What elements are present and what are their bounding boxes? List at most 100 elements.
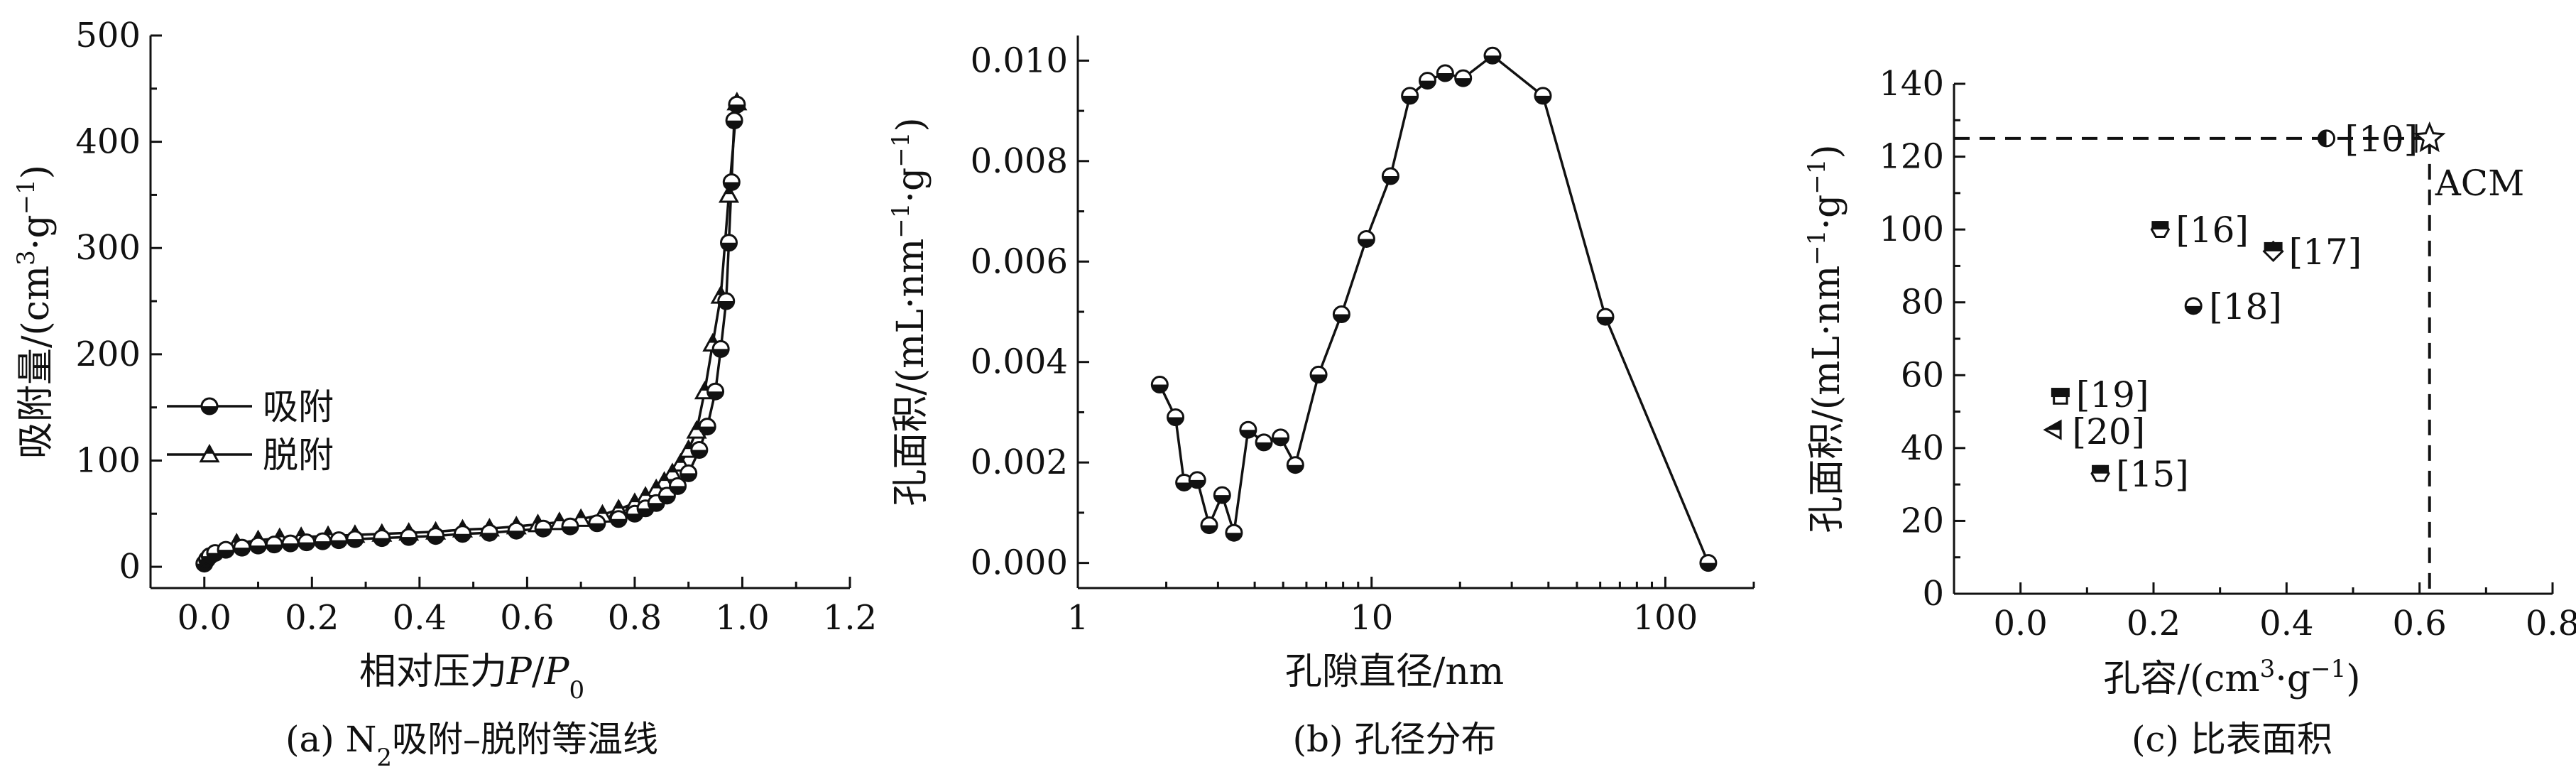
a-adsorption-point bbox=[298, 533, 316, 552]
a-adsorption-point bbox=[728, 95, 746, 114]
b-y-axis-label: 孔面积/(mL·nm−1·g−1) bbox=[887, 117, 932, 506]
c-point-19-fill bbox=[2051, 388, 2070, 398]
a-adsorption-point-fill bbox=[626, 513, 643, 522]
a-desorption-point-fill bbox=[709, 335, 717, 343]
a-legend-marker-desorption-fill bbox=[205, 446, 214, 454]
b-y-tick-label: 0.002 bbox=[971, 442, 1068, 482]
a-adsorption-point-fill bbox=[427, 535, 444, 544]
a-desorption-point-fill bbox=[701, 383, 709, 391]
a-desorption-point-fill bbox=[555, 513, 564, 522]
b-data-point-fill bbox=[1598, 317, 1614, 325]
a-adsorption-point bbox=[690, 441, 709, 459]
a-y-tick-label: 300 bbox=[75, 228, 141, 268]
a-y-tick-label: 100 bbox=[75, 440, 141, 480]
c-y-axis-label: 孔面积/(mL·nm−1·g−1) bbox=[1803, 144, 1848, 533]
b-data-point bbox=[1357, 229, 1375, 248]
b-data-point bbox=[1255, 433, 1273, 452]
a-y-tick-label: 400 bbox=[75, 122, 141, 162]
a-adsorption-point-fill bbox=[638, 508, 654, 516]
b-data-point bbox=[1454, 69, 1473, 87]
a-adsorption-point bbox=[711, 339, 730, 358]
a-adsorption-point bbox=[669, 477, 687, 495]
b-data-point bbox=[1188, 471, 1206, 489]
c-point-15-label: [15] bbox=[2116, 454, 2189, 495]
a-adsorption-point-fill bbox=[648, 503, 665, 511]
a-adsorption-point-fill bbox=[611, 518, 627, 527]
c-y-tick-label: 0 bbox=[1922, 574, 1944, 614]
a-adsorption-point-fill bbox=[726, 120, 743, 129]
c-point-17-label: [17] bbox=[2289, 232, 2362, 273]
b-data-point-fill bbox=[1382, 176, 1399, 185]
b-x-tick-label: 100 bbox=[1633, 598, 1698, 638]
b-data-point-fill bbox=[1272, 437, 1289, 445]
a-adsorption-point-fill bbox=[589, 523, 605, 531]
a-adsorption-point-fill bbox=[721, 242, 737, 251]
b-data-point-fill bbox=[1402, 95, 1418, 104]
b-y-tick-label: 0.006 bbox=[971, 241, 1068, 281]
c-x-axis-label: 孔容/(cm3·g−1) bbox=[2103, 655, 2360, 700]
b-data-point-fill bbox=[1287, 464, 1304, 473]
a-legend-marker-adsorption-fill bbox=[202, 406, 217, 414]
a-desorption-point-fill bbox=[577, 510, 585, 518]
a-adsorption-point bbox=[720, 234, 738, 252]
a-adsorption-point-fill bbox=[331, 540, 347, 548]
a-adsorption-point-fill bbox=[218, 550, 234, 558]
a-desorption-point-fill bbox=[660, 473, 668, 482]
b-data-point bbox=[1286, 456, 1304, 474]
a-adsorption-point-fill bbox=[234, 548, 250, 556]
a-adsorption-point-fill bbox=[346, 539, 363, 548]
a-x-tick-label: 1.0 bbox=[715, 598, 769, 638]
a-adsorption-point-fill bbox=[315, 541, 331, 550]
b-data-point-fill bbox=[1437, 73, 1453, 82]
a-adsorption-point bbox=[588, 514, 606, 533]
a-adsorption-point-fill bbox=[707, 391, 724, 400]
c-point-ACM-label: ACM bbox=[2435, 163, 2525, 204]
a-adsorption-point bbox=[657, 486, 676, 505]
b-data-point bbox=[1381, 167, 1399, 185]
a-adsorption-point-fill bbox=[680, 473, 697, 482]
a-adsorption-point-fill bbox=[562, 526, 578, 535]
a-adsorption-point bbox=[722, 173, 741, 191]
a-adsorption-point-fill bbox=[250, 545, 266, 554]
a-adsorption-point bbox=[698, 418, 716, 436]
a-x-tick-label: 1.2 bbox=[823, 598, 877, 638]
a-legend-label-adsorption: 吸附 bbox=[263, 386, 334, 428]
a-x-tick-label: 0.6 bbox=[500, 598, 554, 638]
b-data-point-fill bbox=[1485, 55, 1501, 64]
c-y-tick-label: 80 bbox=[1901, 283, 1944, 322]
a-legend-label-desorption: 脱附 bbox=[263, 435, 334, 476]
c-y-tick-label: 40 bbox=[1901, 428, 1944, 468]
b-data-point-fill bbox=[1455, 78, 1471, 87]
a-x-tick-label: 0.4 bbox=[393, 598, 447, 638]
a-desorption-point-fill bbox=[684, 441, 693, 450]
b-data-point-fill bbox=[1333, 314, 1350, 322]
a-desorption-point-fill bbox=[275, 529, 284, 538]
a-adsorption-point bbox=[534, 519, 552, 538]
b-data-point bbox=[1436, 64, 1454, 82]
b-data-point bbox=[1239, 420, 1257, 439]
c-x-tick-label: 0.4 bbox=[2259, 604, 2313, 643]
c-y-tick-label: 140 bbox=[1879, 64, 1944, 104]
a-adsorption-point bbox=[265, 535, 283, 554]
b-data-point-fill bbox=[1152, 384, 1168, 393]
c-x-tick-label: 0.2 bbox=[2127, 604, 2181, 643]
a-adsorption-point bbox=[329, 531, 348, 550]
a-x-axis-label: 相对压力P/P0 bbox=[359, 651, 584, 705]
c-point-20-label: [20] bbox=[2073, 411, 2146, 452]
b-series-line bbox=[1158, 54, 1710, 564]
c-y-tick-label: 120 bbox=[1879, 137, 1944, 177]
a-adsorption-point bbox=[706, 382, 725, 401]
panel-a-isotherm: 0.0 0.2 0.4 0.6 0.8 1.0 1.2 0 100 200 300 400 500 吸附脱… bbox=[12, 16, 877, 772]
b-data-point-fill bbox=[1419, 80, 1436, 89]
c-y-tick-label: 20 bbox=[1901, 501, 1944, 540]
b-data-point bbox=[1225, 523, 1243, 542]
b-data-point bbox=[1596, 308, 1615, 326]
b-data-point-fill bbox=[1240, 430, 1256, 438]
b-y-tick-label: 0.004 bbox=[971, 342, 1068, 382]
a-desorption-point-fill bbox=[652, 480, 660, 489]
a-adsorption-point-fill bbox=[724, 182, 740, 190]
b-data-point bbox=[1483, 46, 1502, 65]
b-data-point-fill bbox=[1256, 442, 1272, 450]
b-data-point-fill bbox=[1226, 533, 1242, 541]
a-desorption-point-fill bbox=[631, 494, 639, 503]
